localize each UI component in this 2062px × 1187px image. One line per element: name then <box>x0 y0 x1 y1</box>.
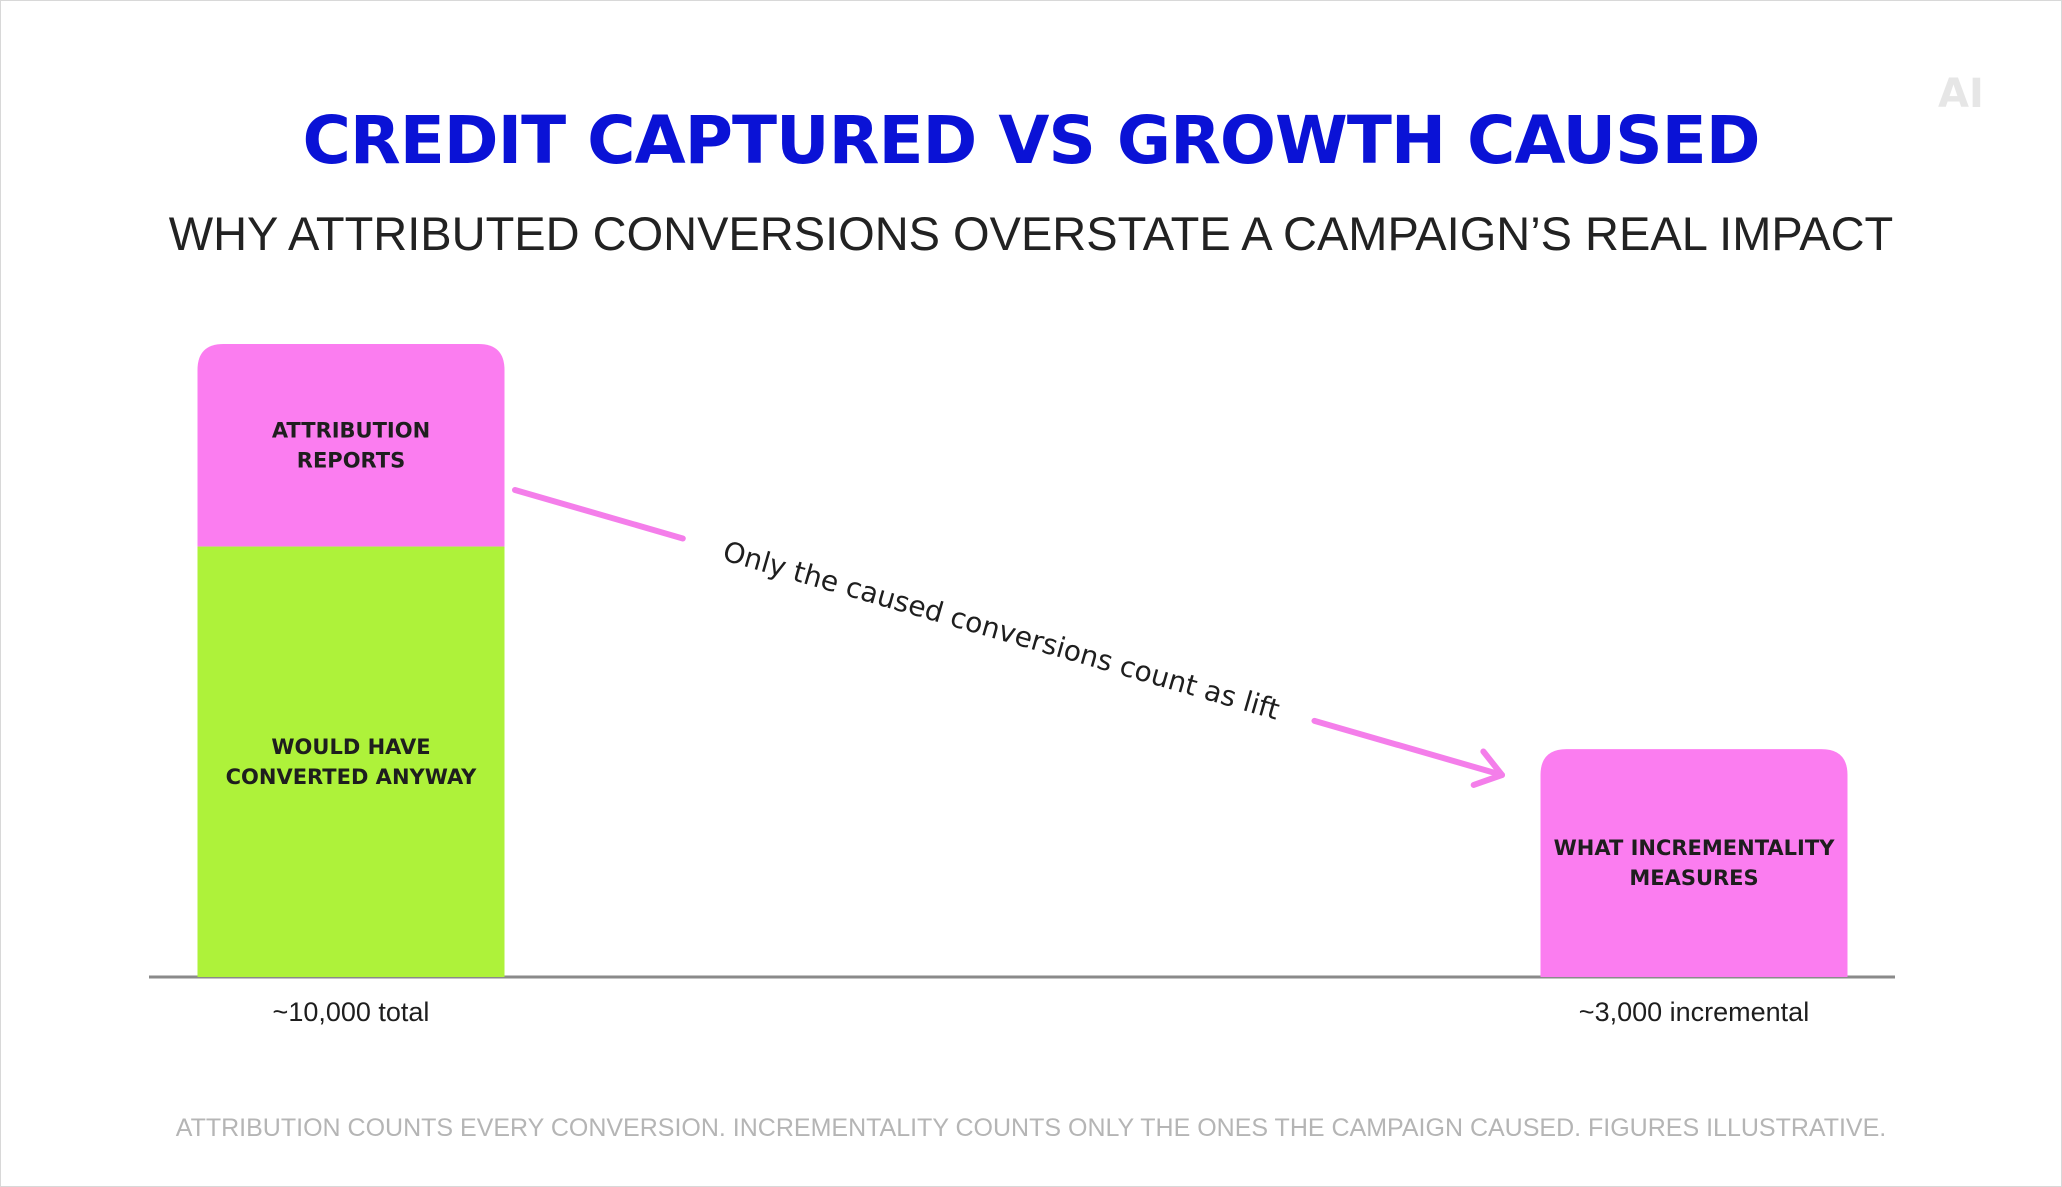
bar-segment-label: ATTRIBUTION REPORTS <box>272 418 430 472</box>
bar-segment-label: WHAT INCREMENTALITY MEASURES <box>1554 836 1836 890</box>
category-label: ~10,000 total <box>273 997 430 1027</box>
annotation-arrow-line <box>1311 717 1505 778</box>
bar-segment-1-0 <box>1540 749 1848 977</box>
annotation-text: Only the caused conversions count as lif… <box>719 535 1283 727</box>
bar-segment-0-0 <box>197 546 505 977</box>
footnote: ATTRIBUTION COUNTS EVERY CONVERSION. INC… <box>175 1114 1887 1142</box>
bar-segment-label: WOULD HAVE CONVERTED ANYWAY <box>226 735 478 789</box>
page-subtitle: WHY ATTRIBUTED CONVERSIONS OVERSTATE A C… <box>168 207 1894 260</box>
annotation-arrow-line <box>512 487 686 542</box>
category-label: ~3,000 incremental <box>1579 997 1809 1027</box>
brand-logo: AI <box>1938 71 1984 117</box>
annotation-arrowhead <box>1470 748 1505 788</box>
bar-segment-0-1 <box>197 344 505 547</box>
page-title: CREDIT CAPTURED VS GROWTH CAUSED <box>302 102 1760 179</box>
